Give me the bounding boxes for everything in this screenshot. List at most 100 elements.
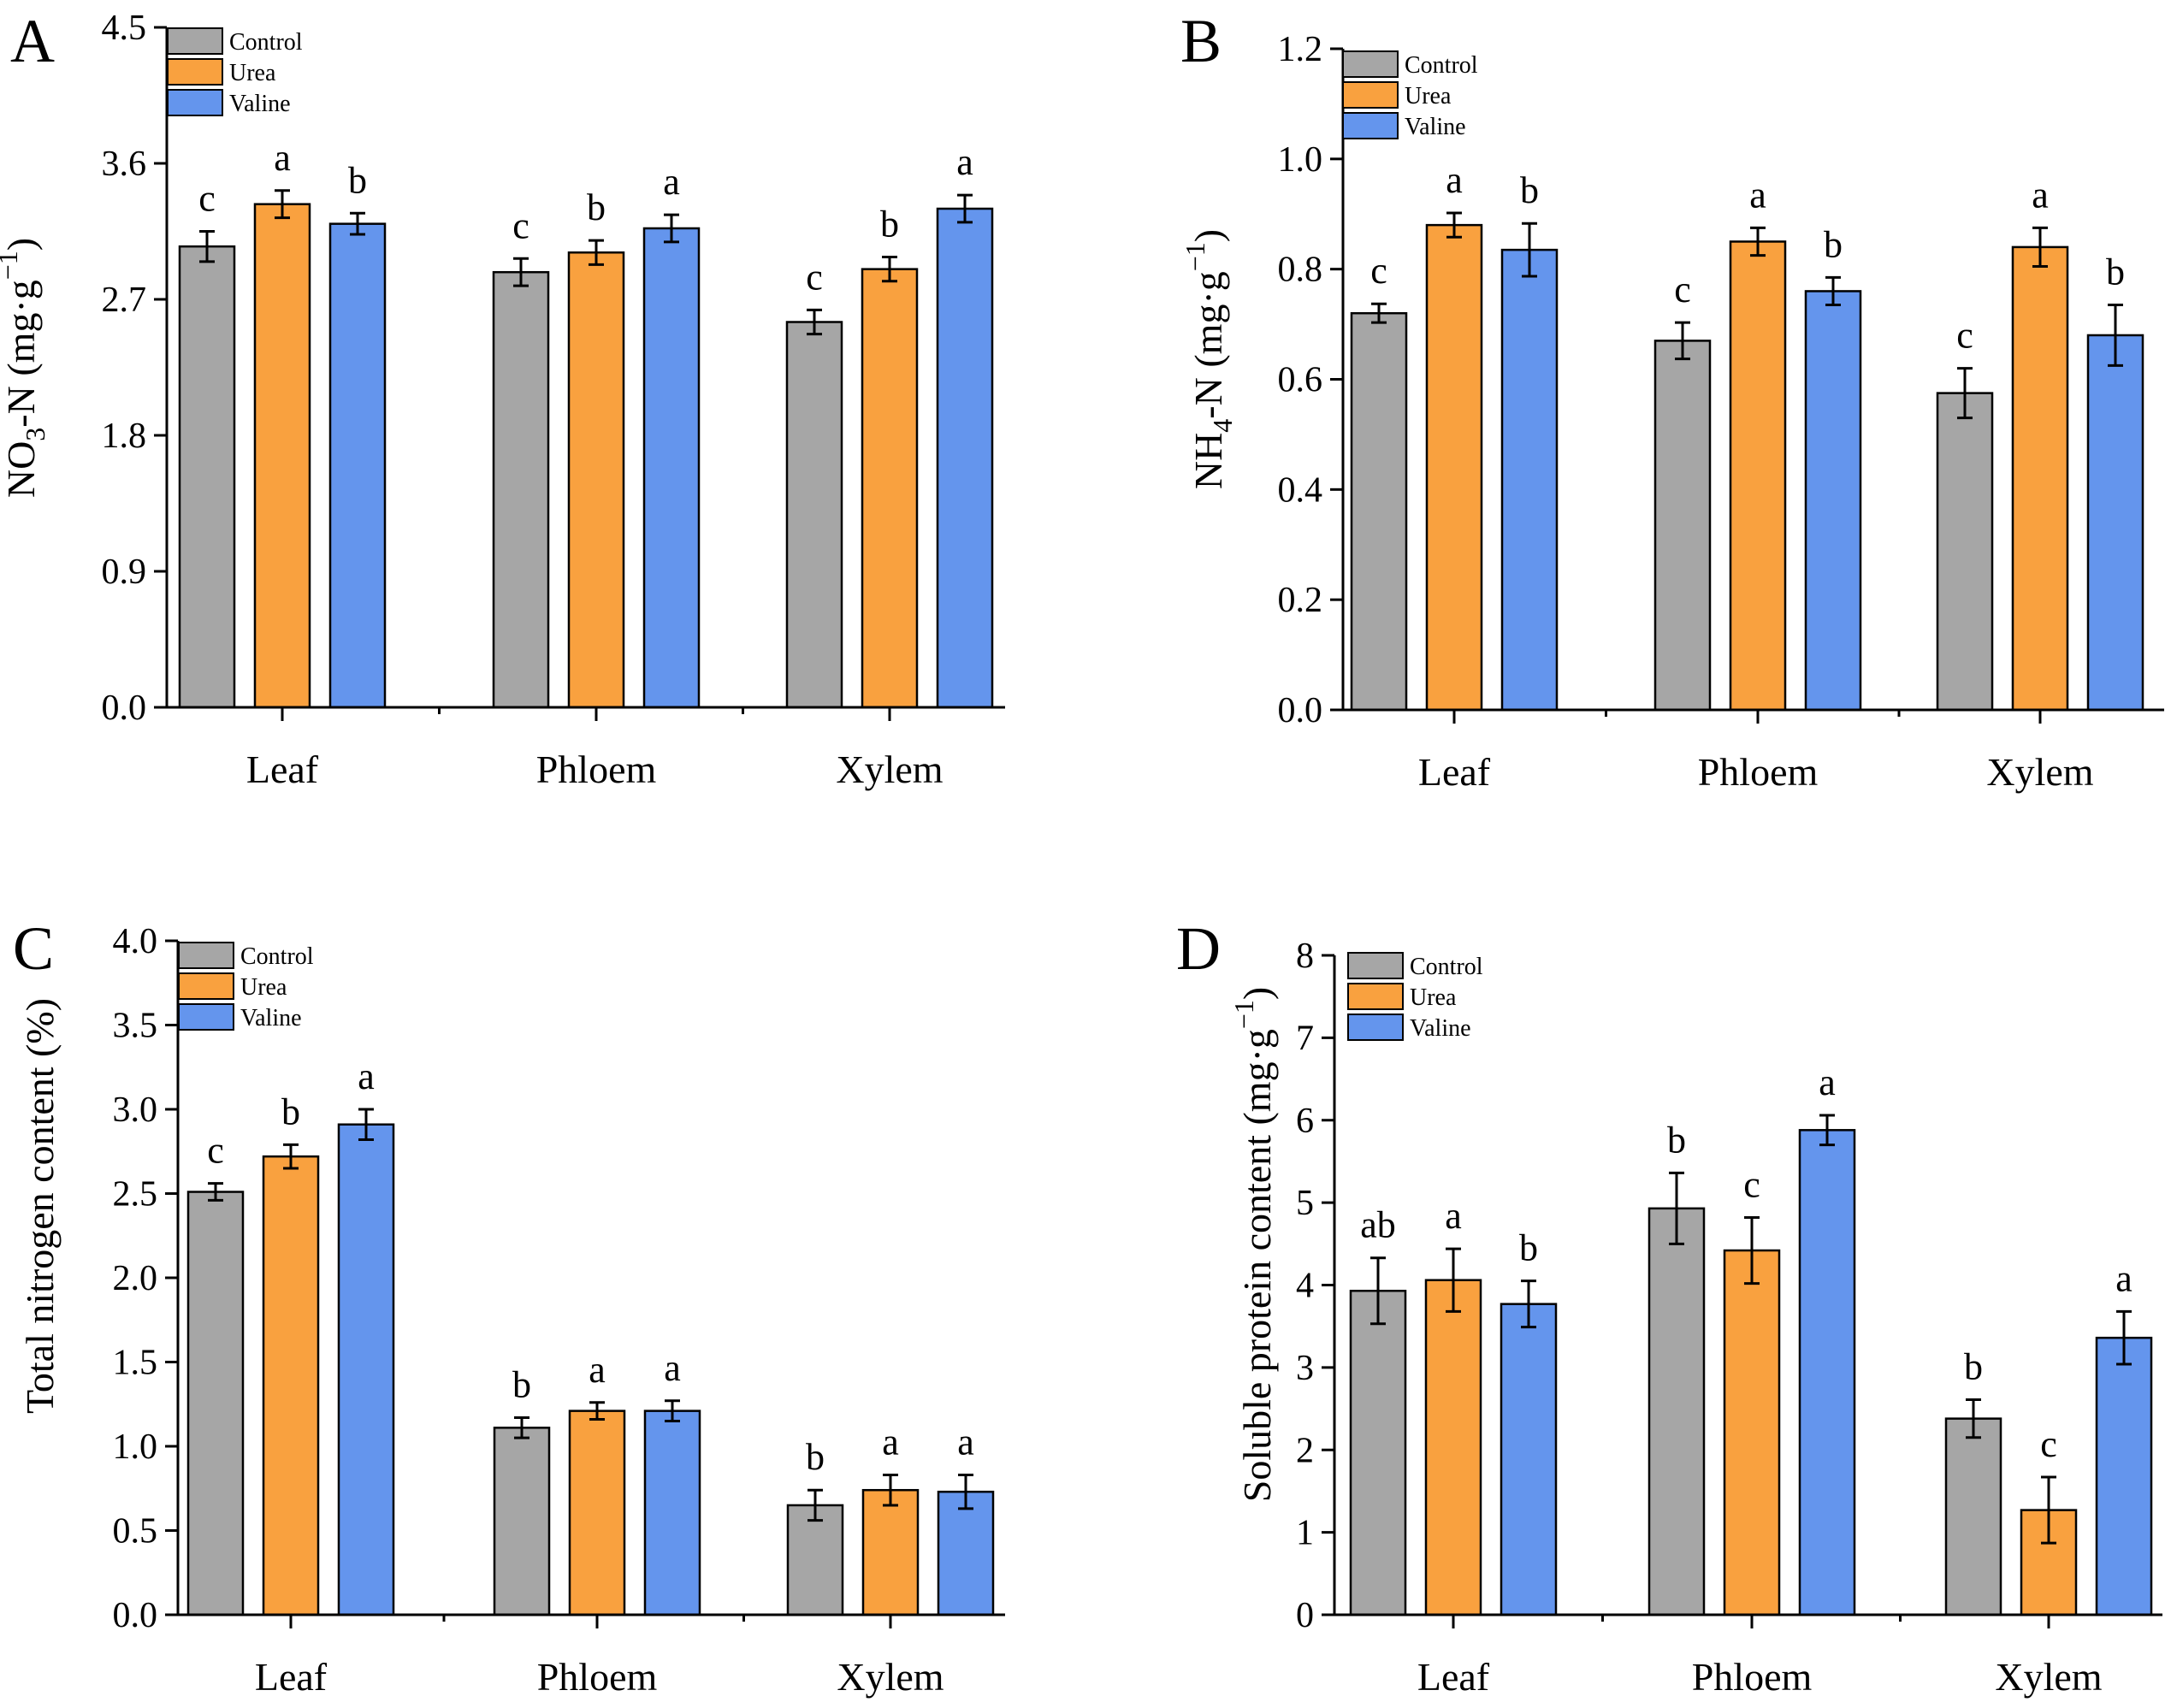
y-tick-label: 7 <box>1296 1019 1314 1058</box>
significance-letter: a <box>1749 174 1766 216</box>
significance-letter: b <box>880 204 899 245</box>
x-tick-label: Phloem <box>1692 1655 1813 1699</box>
significance-letter: a <box>2115 1257 2133 1299</box>
y-tick-label: 4 <box>1296 1267 1314 1306</box>
panel-label: D <box>1176 914 1221 983</box>
legend-label-control: Control <box>240 943 314 970</box>
legend-label-control: Control <box>229 29 303 56</box>
bar-control-phloem <box>1653 340 1712 712</box>
legend: Control Urea Valine <box>178 942 314 1031</box>
significance-letter: b <box>1519 1227 1538 1269</box>
legend-swatch-control <box>167 27 223 55</box>
bar-valine-leaf <box>1500 248 1559 712</box>
y-tick-label: 0.5 <box>113 1512 158 1551</box>
significance-letter: c <box>512 204 529 246</box>
legend-swatch-urea <box>1342 81 1399 109</box>
chart-panel-c: Cc b b b a a a a a 0.0 0.5 1.0 1.5 2.0 2.5 3.0 3.5 4.0 Lea… <box>13 914 1005 1699</box>
bar-valine-xylem <box>937 1490 995 1616</box>
significance-letter: a <box>1445 1195 1462 1237</box>
panel-label: C <box>13 914 54 983</box>
bar-valine-phloem <box>643 1410 701 1616</box>
x-tick-label: Phloem <box>1698 750 1819 794</box>
bar-urea-phloem <box>1723 1249 1781 1616</box>
legend-swatch-control <box>1347 952 1404 979</box>
x-tick-label: Leaf <box>246 748 319 791</box>
x-tick-label: Leaf <box>255 1655 328 1699</box>
significance-letter: a <box>957 1421 974 1463</box>
legend-label-valine: Valine <box>240 1005 302 1031</box>
bar-control-phloem <box>1647 1207 1706 1616</box>
y-tick-label: 1.5 <box>113 1344 158 1383</box>
legend-swatch-urea <box>1347 983 1404 1010</box>
significance-letter: b <box>1520 169 1539 211</box>
bar-valine-leaf <box>328 222 387 709</box>
bar-control-xylem <box>1944 1417 2002 1616</box>
bar-valine-leaf <box>1500 1303 1558 1616</box>
y-tick-label: 2 <box>1296 1431 1314 1470</box>
bar-urea-xylem <box>2011 245 2069 712</box>
x-tick-label: Phloem <box>537 1655 658 1699</box>
bar-urea-xylem <box>861 1488 920 1616</box>
significance-letter: a <box>358 1055 375 1097</box>
bar-valine-xylem <box>2095 1336 2153 1616</box>
y-tick-label: 2.7 <box>102 281 147 320</box>
bar-urea-leaf <box>253 203 311 709</box>
significance-letter: a <box>2032 174 2049 216</box>
bar-urea-phloem <box>567 251 625 709</box>
significance-letter: a <box>1446 159 1463 201</box>
y-tick-label: 1.0 <box>113 1427 158 1467</box>
significance-letter: c <box>1674 269 1691 310</box>
y-tick-label: 3.0 <box>113 1090 158 1130</box>
significance-letter: c <box>2040 1423 2057 1465</box>
y-tick-label: 0.8 <box>1278 251 1323 290</box>
bar-control-leaf <box>1350 311 1408 712</box>
y-tick-label: 0.9 <box>102 553 147 592</box>
legend: Control Urea Valine <box>167 27 303 117</box>
legend-label-urea: Urea <box>229 60 276 86</box>
significance-letter: a <box>663 161 680 203</box>
y-tick-label: 0.6 <box>1278 361 1323 400</box>
y-tick-label: 1.2 <box>1278 30 1323 69</box>
chart-panel-b: Bc c c a a a b b b 0.0 0.2 0.4 0.6 0.8 1.0 1.2 Leaf Phloe… <box>1180 7 2164 794</box>
significance-letter: a <box>956 141 973 183</box>
bar-urea-phloem <box>568 1410 626 1616</box>
bar-urea-leaf <box>262 1155 320 1616</box>
bar-control-xylem <box>786 1504 844 1616</box>
y-tick-label: 0.0 <box>113 1596 158 1635</box>
significance-letter: a <box>589 1349 606 1391</box>
y-tick-label: 5 <box>1296 1184 1314 1223</box>
significance-letter: c <box>1743 1163 1760 1205</box>
significance-letter: a <box>274 137 291 179</box>
legend-label-control: Control <box>1410 954 1483 980</box>
significance-letter: c <box>207 1130 224 1172</box>
y-tick-label: 0 <box>1296 1596 1314 1635</box>
significance-letter: b <box>2106 251 2125 293</box>
y-tick-label: 2.0 <box>113 1259 158 1298</box>
significance-letter: b <box>348 159 367 201</box>
legend-swatch-urea <box>178 972 234 1000</box>
y-tick-label: 1.8 <box>102 417 147 456</box>
bar-urea-leaf <box>1424 1279 1482 1616</box>
bar-urea-phloem <box>1729 240 1787 712</box>
significance-letter: b <box>806 1436 825 1478</box>
x-tick-label: Xylem <box>1986 750 2093 794</box>
y-tick-label: 4.0 <box>113 922 158 961</box>
significance-letter: b <box>1667 1119 1686 1161</box>
y-tick-label: 2.5 <box>113 1175 158 1215</box>
bar-valine-phloem <box>1798 1129 1856 1616</box>
y-tick-label: 3.6 <box>102 145 147 184</box>
bar-valine-xylem <box>936 207 994 709</box>
bar-control-phloem <box>492 270 550 709</box>
legend-swatch-control <box>178 942 234 969</box>
bar-control-leaf <box>178 245 236 709</box>
legend-label-valine: Valine <box>1410 1015 1471 1042</box>
y-tick-label: 3.5 <box>113 1007 158 1046</box>
significance-letter: b <box>1964 1345 1983 1387</box>
legend: Control Urea Valine <box>1342 50 1478 140</box>
legend: Control Urea Valine <box>1347 952 1483 1042</box>
bar-control-leaf <box>1349 1289 1407 1616</box>
bar-control-phloem <box>493 1427 551 1616</box>
significance-letter: b <box>587 186 606 228</box>
significance-letter: a <box>1819 1061 1836 1103</box>
legend-label-valine: Valine <box>229 91 291 117</box>
